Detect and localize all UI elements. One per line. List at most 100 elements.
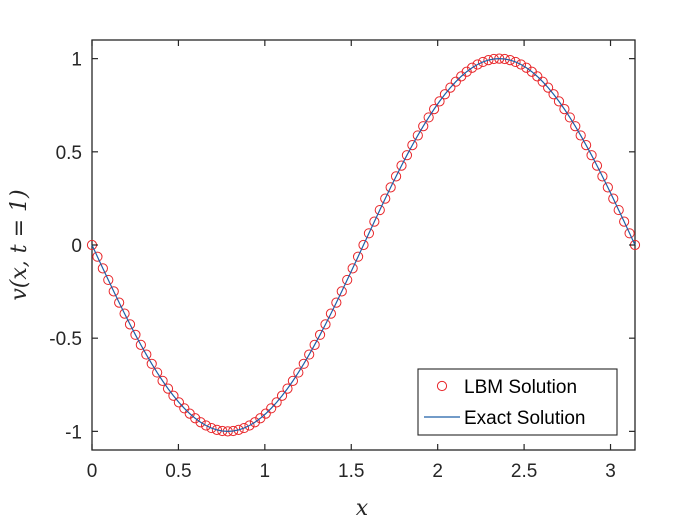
data-point (146, 358, 157, 369)
data-point (266, 403, 277, 414)
x-tick-label: 1.5 (338, 461, 364, 482)
data-point (450, 76, 461, 87)
data-point (537, 76, 548, 87)
data-point (418, 121, 429, 132)
data-point (613, 204, 624, 216)
data-point (114, 297, 125, 308)
data-point (570, 121, 581, 132)
data-point (467, 62, 478, 73)
y-tick-label: 0.5 (56, 143, 82, 164)
data-point (211, 424, 222, 435)
data-point (195, 417, 206, 428)
data-point (200, 420, 212, 431)
data-point (238, 422, 250, 434)
data-point (591, 160, 603, 171)
legend-entry-label: Exact Solution (464, 408, 585, 429)
data-point (385, 182, 396, 193)
data-point (320, 319, 331, 330)
data-point (439, 89, 451, 100)
data-point (179, 403, 190, 414)
data-point (532, 71, 543, 82)
data-point (92, 251, 103, 262)
data-point (543, 82, 554, 93)
x-tick-label: 0 (87, 461, 98, 482)
data-point (331, 297, 342, 308)
data-point (624, 228, 635, 239)
data-point (396, 160, 407, 171)
data-point (206, 422, 217, 434)
data-point (380, 193, 391, 204)
data-point (597, 171, 608, 182)
data-point (553, 96, 565, 107)
x-axis-label: x (356, 496, 369, 521)
data-point (401, 150, 413, 161)
y-tick-label: -0.5 (49, 329, 82, 350)
data-point (515, 59, 527, 70)
data-point (141, 349, 152, 360)
data-point (168, 390, 179, 401)
data-point (428, 104, 440, 115)
data-point (342, 274, 353, 286)
data-point (412, 130, 423, 141)
data-point (124, 319, 136, 330)
data-point (472, 59, 483, 70)
data-point (445, 82, 456, 93)
data-point (298, 358, 309, 369)
x-tick-label: 2.5 (511, 461, 537, 482)
data-point (548, 89, 559, 100)
data-point (233, 424, 244, 435)
x-tick-label: 0.5 (165, 461, 191, 482)
data-point (510, 56, 521, 68)
data-point (103, 274, 114, 286)
data-point (505, 55, 516, 66)
data-point (108, 286, 119, 297)
data-point (602, 182, 613, 193)
x-tick-label: 3 (605, 461, 616, 482)
series-exact-solution (91, 58, 636, 432)
y-tick-label: -1 (65, 422, 82, 443)
data-point (325, 308, 337, 319)
data-point (260, 408, 271, 419)
series-line (91, 58, 636, 432)
data-point (135, 339, 146, 350)
data-point (97, 263, 108, 274)
data-point (564, 112, 575, 123)
data-point (575, 130, 586, 141)
data-point (358, 239, 369, 251)
y-tick-label: 0 (71, 236, 82, 257)
data-point (347, 263, 358, 274)
data-point (461, 66, 472, 77)
legend-entry-label: LBM Solution (464, 377, 577, 398)
data-point (276, 390, 288, 401)
legend: LBM Solution Exact Solution (417, 368, 618, 436)
data-point (190, 413, 201, 424)
data-point (336, 286, 347, 297)
data-point (130, 329, 141, 340)
data-point (363, 228, 375, 239)
data-point (157, 375, 168, 386)
data-point (173, 397, 184, 408)
y-axis-label: v(x, t = 1) (7, 189, 32, 300)
data-point (374, 204, 385, 216)
data-point (477, 56, 489, 68)
data-point (352, 251, 364, 262)
data-point (369, 216, 380, 227)
data-point (559, 104, 570, 115)
ticks-layer: 0 0.5 1 1.5 2 2.5 3 1 0.5 0 -0.5 -1 (49, 40, 635, 482)
x-tick-label: 1 (260, 461, 271, 482)
data-point (434, 96, 445, 107)
data-point (282, 383, 293, 394)
data-point (244, 420, 255, 431)
y-tick-label: 1 (71, 50, 82, 71)
data-point (304, 349, 315, 360)
x-tick-label: 2 (432, 461, 443, 482)
data-point (423, 112, 434, 123)
data-point (249, 417, 260, 428)
data-point (293, 367, 304, 378)
data-point (309, 339, 320, 350)
data-point (152, 367, 163, 378)
data-point (287, 375, 299, 386)
legend-box (417, 368, 618, 436)
data-point (581, 140, 592, 151)
